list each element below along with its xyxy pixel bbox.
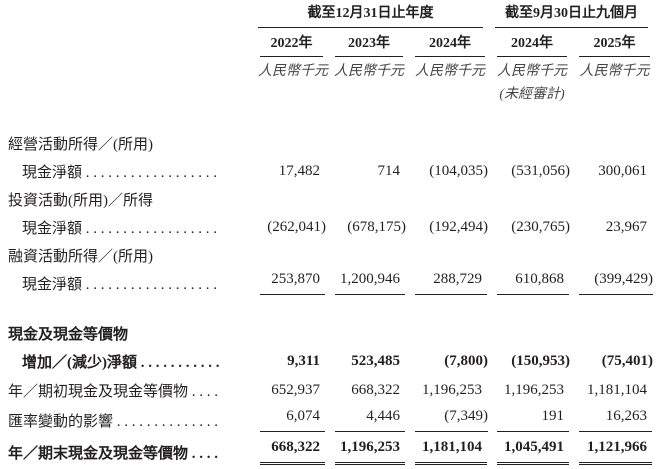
year-header: 2023年 (325, 30, 405, 58)
row-operating-heading: 經營活動所得／(所用) (8, 136, 153, 153)
value-cell: (230,765) (511, 218, 570, 235)
unit-label: 人民幣千元 (579, 64, 650, 79)
year-header: 2025年 (569, 30, 652, 58)
value-cell: 668,322 (260, 439, 325, 465)
value-cell: 652,937 (271, 382, 320, 398)
row-fx-effect: 匯率變動的影響 . . . . . . . . . . . . . . 6,07… (0, 405, 652, 435)
row-financing-heading: 融資活動所得／(所用) (8, 248, 153, 265)
value-cell: 253,870 (260, 271, 325, 295)
value-cell: 1,196,253 (504, 382, 564, 398)
header-year-row: 2022年 2023年 2024年 2024年 2025年 (0, 30, 652, 58)
value-cell: 1,200,946 (335, 271, 405, 295)
row-financing-net-cash: 現金淨額 . . . . . . . . . . . . . . . . . .… (0, 269, 653, 297)
value-cell: (104,035) (429, 162, 488, 179)
year-header: 2024年 (487, 30, 569, 58)
value-cell: 23,967 (605, 218, 647, 235)
value-cell: 9,311 (287, 353, 320, 369)
unaudited-note: (未經審計) (499, 87, 565, 102)
row-operating-net-cash: 現金淨額 . . . . . . . . . . . . . . . . . .… (0, 157, 652, 185)
row-investing-heading: 投資活動(所用)／所得 (8, 192, 153, 209)
year-header: 2024年 (405, 30, 487, 58)
unit-label: 人民幣千元 (258, 64, 328, 79)
value-cell: (262,041) (267, 218, 326, 235)
row-closing-cash: 年／期末現金及現金等價物 . . . . 668,322 1,196,253 1… (0, 435, 652, 469)
value-cell: 1,181,104 (587, 382, 647, 398)
header-group-nine-months: 截至9月30日止九個月 (487, 0, 652, 30)
row-cash-heading: 現金及現金等價物 (8, 326, 129, 343)
value-cell: 6,074 (260, 408, 325, 432)
value-cell: 300,061 (598, 162, 647, 179)
unit-label: 人民幣千元 (334, 64, 404, 79)
value-cell: 1,181,104 (415, 439, 487, 465)
row-opening-cash: 年／期初現金及現金等價物 . . . . 652,937 668,322 1,1… (0, 376, 652, 405)
value-cell: 714 (377, 162, 401, 179)
value-cell: 1,196,253 (335, 439, 405, 465)
header-group-row: 截至12月31日止年度 截至9月30日止九個月 (0, 0, 652, 30)
header-group-year-ended: 截至12月31日止年度 (250, 0, 487, 30)
year-header: 2022年 (250, 30, 325, 58)
unit-label: 人民幣千元 (497, 64, 567, 79)
value-cell: (531,056) (511, 162, 570, 179)
value-cell: 1,045,491 (497, 439, 569, 465)
header-unit-row: 人民幣千元 人民幣千元 人民幣千元 人民幣千元 人民幣千元 (0, 58, 652, 82)
value-cell: 4,446 (335, 408, 405, 432)
value-cell: 288,729 (415, 271, 487, 295)
value-cell: (399,429) (579, 271, 653, 295)
row-investing-net-cash: 現金淨額 . . . . . . . . . . . . . . . . . .… (0, 213, 652, 241)
value-cell: 17,482 (278, 162, 320, 179)
value-cell: 523,485 (351, 353, 400, 369)
value-cell: 16,263 (579, 408, 652, 432)
value-cell: (150,953) (511, 353, 570, 369)
value-cell: 610,868 (497, 271, 569, 295)
unit-label: 人民幣千元 (415, 64, 485, 79)
value-cell: 191 (497, 408, 569, 432)
value-cell: 668,322 (351, 382, 400, 398)
header-note-row: (未經審計) (0, 82, 652, 104)
value-cell: (7,349) (415, 408, 488, 432)
value-cell: (75,401) (601, 353, 653, 369)
value-cell: 1,121,966 (579, 439, 652, 465)
value-cell: (678,175) (347, 218, 406, 235)
value-cell: (7,800) (444, 353, 488, 369)
value-cell: (192,494) (429, 218, 488, 235)
value-cell: 1,196,253 (422, 382, 482, 398)
row-net-change: 增加／(減少)淨額 . . . . . . . . . . . 9,311 52… (22, 353, 653, 371)
